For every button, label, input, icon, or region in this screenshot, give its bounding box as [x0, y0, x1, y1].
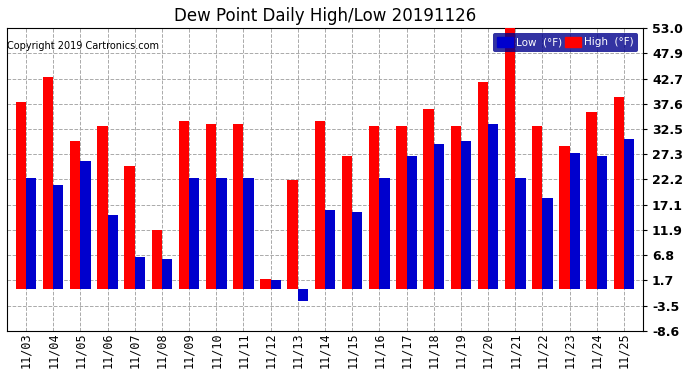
Bar: [152, 230, 162, 289]
Bar: [97, 126, 108, 289]
Bar: [613, 97, 624, 289]
Bar: [586, 111, 597, 289]
Legend: Low  (°F), High  (°F): Low (°F), High (°F): [493, 33, 638, 52]
Bar: [505, 28, 515, 289]
Bar: [597, 156, 607, 289]
Bar: [206, 124, 216, 289]
Bar: [80, 161, 90, 289]
Bar: [315, 122, 325, 289]
Bar: [532, 126, 542, 289]
Bar: [396, 126, 406, 289]
Bar: [477, 82, 488, 289]
Bar: [53, 185, 63, 289]
Bar: [369, 126, 380, 289]
Bar: [325, 210, 335, 289]
Bar: [162, 259, 172, 289]
Bar: [406, 156, 417, 289]
Bar: [135, 257, 145, 289]
Bar: [434, 144, 444, 289]
Bar: [624, 139, 634, 289]
Bar: [179, 122, 189, 289]
Bar: [461, 141, 471, 289]
Bar: [424, 109, 434, 289]
Bar: [298, 289, 308, 301]
Bar: [270, 280, 281, 289]
Bar: [352, 213, 362, 289]
Text: Copyright 2019 Cartronics.com: Copyright 2019 Cartronics.com: [7, 41, 159, 51]
Bar: [216, 178, 226, 289]
Title: Dew Point Daily High/Low 20191126: Dew Point Daily High/Low 20191126: [174, 7, 476, 25]
Bar: [108, 215, 118, 289]
Bar: [233, 124, 244, 289]
Bar: [260, 279, 270, 289]
Bar: [244, 178, 254, 289]
Bar: [488, 124, 498, 289]
Bar: [70, 141, 80, 289]
Bar: [43, 77, 53, 289]
Bar: [570, 153, 580, 289]
Bar: [560, 146, 570, 289]
Bar: [16, 102, 26, 289]
Bar: [515, 178, 526, 289]
Bar: [380, 178, 390, 289]
Bar: [288, 180, 298, 289]
Bar: [542, 198, 553, 289]
Bar: [189, 178, 199, 289]
Bar: [26, 178, 37, 289]
Bar: [342, 156, 352, 289]
Bar: [451, 126, 461, 289]
Bar: [124, 166, 135, 289]
